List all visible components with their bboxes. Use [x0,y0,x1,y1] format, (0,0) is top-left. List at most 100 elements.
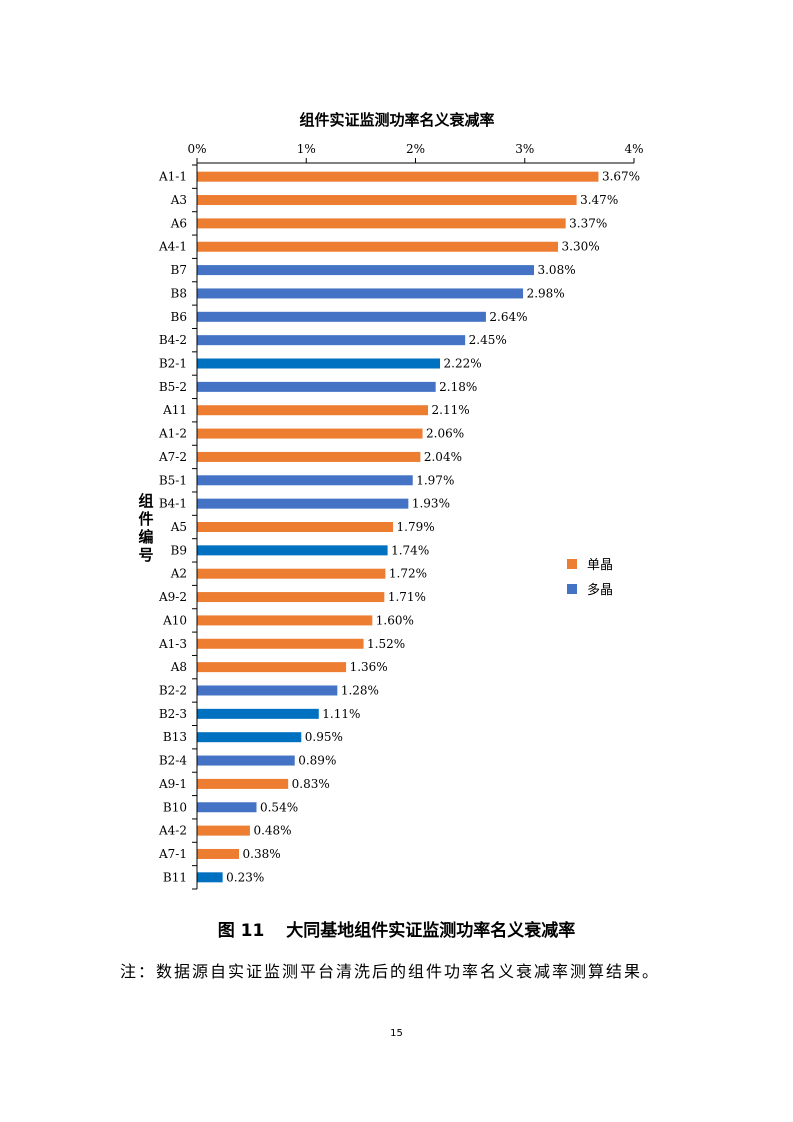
bar [197,195,577,206]
data-label: 2.06% [426,427,464,441]
data-label: 0.54% [260,800,298,814]
category-label: B5-2 [159,380,187,394]
category-label: A5 [170,520,187,534]
data-label: 3.37% [569,216,607,230]
data-label: 2.11% [432,403,470,417]
bar [197,662,347,673]
x-tick-label: 2% [406,142,425,156]
data-label: 1.71% [388,590,426,604]
x-tick-label: 4% [624,142,643,156]
bar [197,848,240,859]
category-label: A1-1 [158,170,187,184]
x-tick-label: 3% [515,142,534,156]
bar [197,545,388,556]
category-label: A10 [162,613,187,627]
bar [197,265,534,276]
bar [197,405,429,416]
data-label: 2.45% [469,333,507,347]
category-label: A4-2 [158,824,187,838]
x-tick-label: 1% [297,142,316,156]
data-label: 3.30% [562,240,600,254]
category-label: A4-1 [158,240,187,254]
data-label: 0.89% [298,754,336,768]
category-label: B4-2 [159,333,187,347]
category-label: A6 [170,216,187,230]
bar [197,592,385,603]
category-label: A9-2 [158,590,187,604]
category-label: B11 [163,870,187,884]
data-label: 1.93% [412,497,450,511]
category-label: B9 [171,543,187,557]
bar [197,638,364,649]
data-label: 0.83% [292,777,330,791]
x-tick-label: 0% [187,142,206,156]
category-label: B4-1 [159,497,187,511]
category-label: B5-1 [159,473,187,487]
category-label: A1-3 [158,637,187,651]
bar [197,428,423,439]
page-number: 15 [390,1028,403,1039]
category-label: B6 [171,310,187,324]
bar [197,685,338,696]
bar [197,778,289,789]
data-label: 1.11% [322,707,360,721]
data-label: 2.18% [439,380,477,394]
category-label: B7 [171,263,187,277]
legend-label: 单晶 [587,558,613,573]
data-label: 1.79% [397,520,435,534]
data-label: 0.23% [226,870,264,884]
figure-number: 图 11 [217,921,265,941]
category-label: A11 [162,403,187,417]
category-label: A8 [170,660,187,674]
bar [197,708,319,719]
bar [197,241,559,252]
data-label: 1.36% [350,660,388,674]
bar [197,451,421,462]
category-label: B2-4 [159,754,188,768]
category-label: B13 [163,730,187,744]
y-axis-label: 组件编号 [138,492,153,564]
y-axis [192,163,198,890]
bars: A1-1 3.67% A3 3.47% A6 3.37% A4-1 3.30% B7 3.08% B… [158,170,640,885]
bar [197,872,223,883]
figure-note: 注：数据源自实证监测平台清洗后的组件功率名义衰减率测算结果。 [120,962,661,981]
category-label: A7-1 [158,847,187,861]
bar [197,615,373,626]
category-label: B8 [171,286,187,300]
bar [197,802,257,813]
data-label: 0.38% [243,847,281,861]
figure-caption-text: 大同基地组件实证监测功率名义衰减率 [286,921,576,941]
data-label: 3.67% [602,170,640,184]
data-label: 0.95% [305,730,343,744]
bar [197,568,386,579]
bar [197,311,486,322]
legend-label: 多晶 [587,582,613,598]
data-label: 2.22% [444,357,482,371]
data-label: 1.72% [389,567,427,581]
data-label: 1.60% [376,613,414,627]
data-label: 2.98% [527,286,565,300]
y-axis-label-text: 组件编号 [138,492,153,564]
category-label: B10 [163,800,187,814]
bar [197,498,409,509]
data-label: 1.52% [367,637,405,651]
data-label: 1.97% [416,473,454,487]
category-label: B2-1 [159,357,187,371]
bar [197,825,250,836]
data-label: 0.48% [253,824,291,838]
legend-swatch [567,559,577,569]
data-label: 1.74% [391,543,429,557]
bar [197,732,302,743]
x-axis: 0% 1% 2% 3% 4% [187,142,644,164]
bar [197,171,599,182]
data-label: 2.64% [489,310,527,324]
category-label: A1-2 [158,427,187,441]
data-label: 3.08% [537,263,575,277]
bar [197,358,441,369]
data-label: 1.28% [341,683,379,697]
chart-title: 组件实证监测功率名义衰减率 [299,111,494,129]
figure-caption: 图 11 大同基地组件实证监测功率名义衰减率 [0,916,793,941]
bar [197,218,566,229]
bar [197,335,466,346]
